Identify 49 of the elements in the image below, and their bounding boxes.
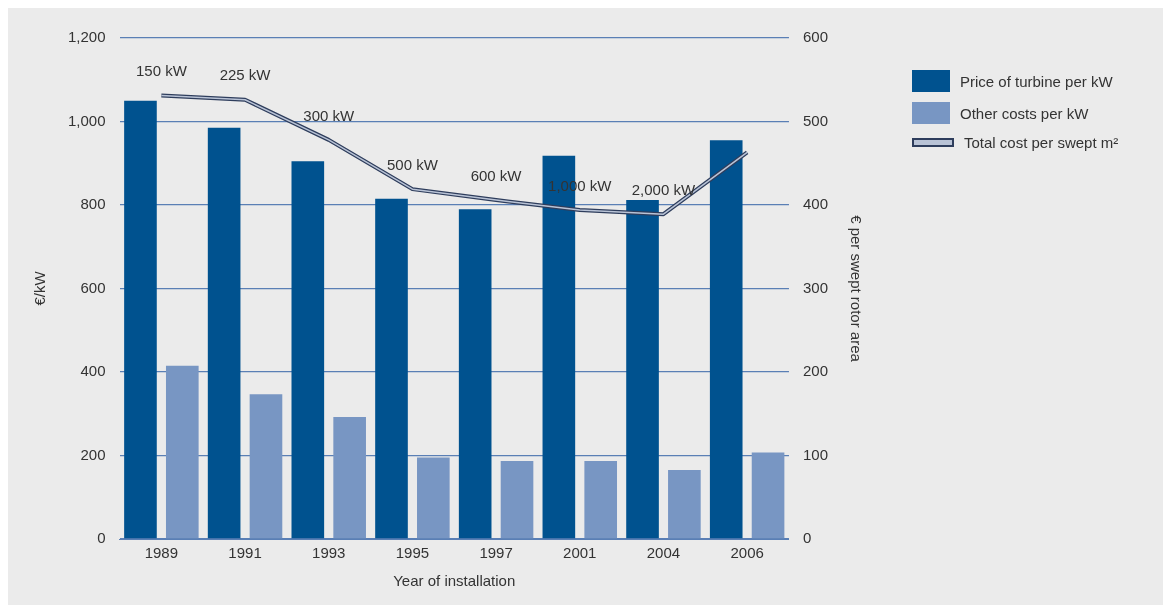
y-tick-label: 600 (80, 278, 106, 296)
x-tick-label: 1993 (312, 544, 346, 562)
bar (626, 199, 659, 539)
bar (249, 394, 283, 539)
x-axis-title: Year of installation (393, 572, 516, 590)
annotation: 500 kW (386, 155, 439, 173)
x-tick-label: 2004 (646, 544, 681, 562)
y2-tick-label: 200 (802, 362, 828, 380)
y-tick-label: 1,000 (67, 111, 106, 129)
y2-tick-label: 500 (802, 111, 828, 129)
x-tick-label: 1989 (144, 544, 179, 562)
legend-label: Total cost per swept m² (964, 134, 1119, 151)
y-tick-label: 400 (80, 362, 106, 380)
x-tick-label: 1995 (395, 544, 430, 562)
bar (207, 127, 241, 539)
y-axis-title: €/kW (31, 270, 49, 306)
bar (333, 417, 366, 539)
bar (417, 457, 450, 539)
bar (751, 452, 785, 539)
y2-axis-title: € per swept rotor area (847, 215, 865, 363)
y2-tick-label: 600 (802, 28, 828, 46)
y-tick-label: 1,200 (67, 28, 106, 46)
annotation: 300 kW (303, 106, 355, 124)
bar (584, 460, 618, 539)
x-tick-label: 2001 (563, 544, 597, 562)
annotation: 150 kW (135, 62, 188, 80)
y2-tick-label: 400 (802, 195, 828, 213)
bar (709, 140, 743, 539)
legend-label: Other costs per kW (960, 104, 1089, 122)
x-tick-label: 1997 (479, 544, 513, 562)
y2-tick-label: 300 (802, 278, 828, 296)
annotation: 225 kW (219, 66, 272, 84)
y2-tick-label: 100 (802, 445, 828, 463)
y-tick-label: 200 (80, 445, 106, 463)
x-tick-label: 1991 (228, 544, 262, 562)
legend-label: Price of turbine per kW (960, 72, 1113, 90)
annotation: 600 kW (470, 166, 523, 184)
bar (124, 100, 157, 539)
x-tick-label: 2006 (730, 544, 764, 562)
y2-tick-label: 0 (802, 529, 812, 547)
y-tick-label: 800 (80, 195, 106, 213)
bar (668, 470, 701, 539)
bar (500, 460, 534, 539)
bar (291, 161, 325, 539)
y-tick-label: 0 (97, 529, 106, 547)
bar (375, 198, 408, 539)
annotation: 2,000 kW (631, 180, 696, 198)
bar (458, 209, 492, 539)
bar (165, 365, 199, 539)
